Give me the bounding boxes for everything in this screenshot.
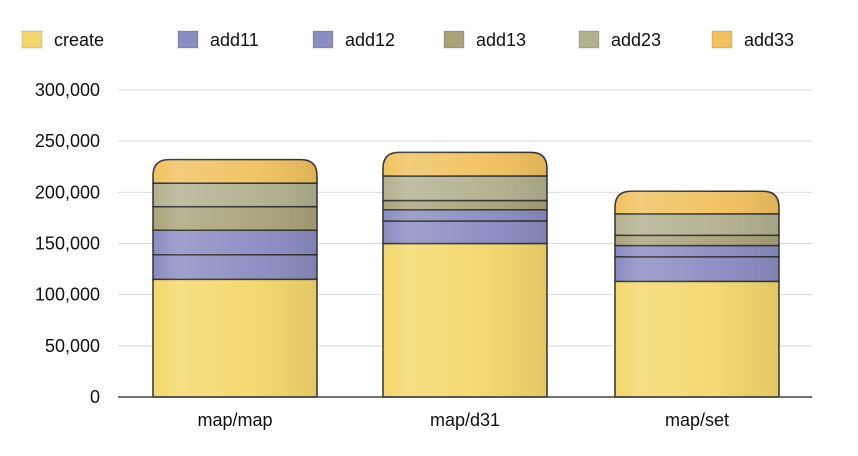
legend-swatch-add33 [711, 30, 733, 49]
legend-swatch-create [21, 30, 43, 49]
y-axis: 0 50,000 100,000 150,000 200,000 250,000 300,0… [35, 80, 100, 407]
bar-shine [615, 256, 779, 282]
bar-shine [153, 230, 317, 255]
bar-shine [383, 152, 547, 176]
bar-stack-map-d31 [382, 151, 548, 398]
bar-shine [383, 175, 547, 201]
bar-shine [615, 281, 779, 397]
y-tick-label: 200,000 [35, 182, 100, 202]
y-tick-label: 150,000 [35, 234, 100, 254]
legend-swatch-add12 [312, 30, 334, 49]
legend-label-add23: add23 [611, 30, 661, 50]
bar-stack-map-map [152, 158, 318, 398]
x-axis: map/map map/d31 map/set [118, 396, 812, 430]
bar-shine [153, 206, 317, 231]
bar-stack-map-set [614, 190, 780, 398]
y-tick-label: 50,000 [45, 336, 100, 356]
bar-shine [153, 279, 317, 397]
bar-shine [153, 183, 317, 207]
bar-shine [153, 159, 317, 184]
legend-label-add11: add11 [210, 30, 259, 50]
x-tick-label: map/map [197, 410, 272, 430]
x-tick-label: map/d31 [430, 410, 500, 430]
legend-swatch-add23 [578, 30, 600, 49]
bar-shine [383, 243, 547, 397]
bar-shine [383, 209, 547, 221]
legend-label-add12: add12 [345, 30, 395, 50]
bar-shine [615, 235, 779, 246]
y-tick-label: 100,000 [35, 285, 100, 305]
bar-shine [383, 200, 547, 210]
legend-swatch-add11 [177, 30, 199, 49]
y-tick-label: 300,000 [35, 80, 100, 100]
legend-label-add33: add33 [744, 30, 794, 50]
bar-shine [615, 191, 779, 214]
bar-shine [153, 254, 317, 280]
chart-bars [152, 151, 780, 398]
legend-label-create: create [54, 30, 104, 50]
y-tick-label: 0 [90, 387, 100, 407]
x-tick-label: map/set [665, 410, 729, 430]
y-tick-label: 250,000 [35, 131, 100, 151]
legend-swatch-add13 [443, 30, 465, 49]
bar-shine [383, 220, 547, 244]
bar-shine [615, 213, 779, 236]
chart-legend: create add11 add12 add13 add23 add33 [21, 30, 794, 50]
bar-shine [615, 245, 779, 257]
legend-label-add13: add13 [476, 30, 526, 50]
